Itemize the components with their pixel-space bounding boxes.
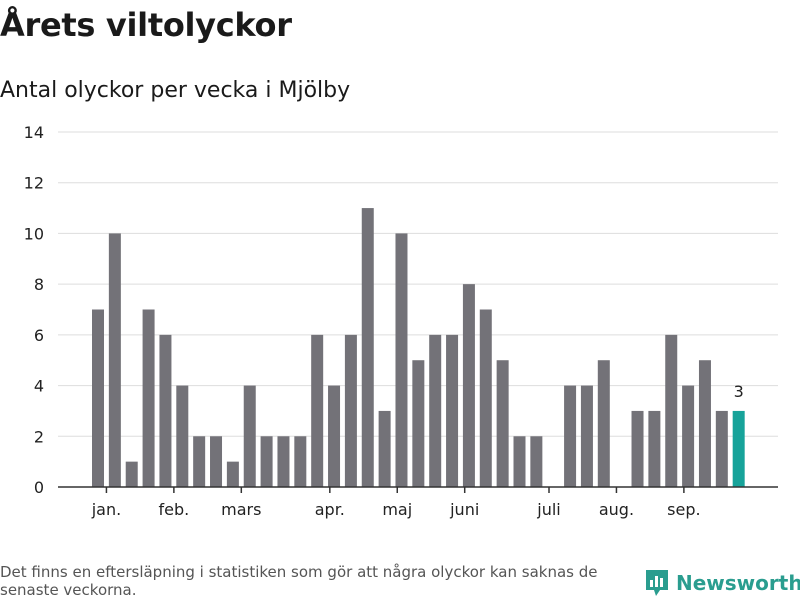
bar-week-23	[462, 284, 475, 487]
month-label: jan.	[91, 500, 121, 519]
bar-week-21	[429, 334, 442, 487]
month-label: sep.	[667, 500, 700, 519]
annotations: 3	[734, 382, 744, 401]
bar-week-7	[193, 436, 206, 487]
x-tick-label-mars: mars	[221, 500, 261, 519]
month-label: maj	[382, 500, 412, 519]
bar-week-38	[715, 410, 728, 487]
bar-week-29	[564, 385, 577, 487]
brand-name: Newsworthy	[676, 571, 800, 595]
x-tick-label-juni: juni	[449, 500, 479, 519]
y-tick-0: 0	[34, 478, 44, 497]
y-tick-4: 4	[34, 377, 44, 396]
month-label: feb.	[159, 500, 190, 519]
bar-week-30	[580, 385, 593, 487]
bar-week-35	[665, 334, 678, 487]
y-tick-label: 14	[24, 123, 44, 142]
data-label-last-week: 3	[734, 382, 744, 401]
bar-week-10	[243, 385, 256, 487]
newsworthy-logo-icon	[646, 570, 668, 596]
y-tick-14: 14	[24, 123, 44, 142]
bar-week-36	[682, 385, 695, 487]
bar-week-12	[277, 436, 290, 487]
x-axis: jan. feb. mars apr. maj juni juli aug. sep.	[58, 486, 778, 519]
bar-week-20	[412, 360, 425, 487]
bar-week-15	[328, 385, 341, 487]
bar-week-33	[631, 410, 644, 487]
y-tick-8: 8	[34, 275, 44, 294]
bar-week-6	[176, 385, 189, 487]
y-tick-2: 2	[34, 427, 44, 446]
chart-subtitle: Antal olyckor per vecka i Mjölby	[0, 78, 351, 103]
bar-week-37	[698, 360, 711, 487]
y-tick-label: 10	[24, 224, 44, 243]
bar-week-1	[92, 309, 104, 487]
y-tick-label: 8	[34, 275, 44, 294]
bar-week-13	[294, 436, 307, 487]
month-label: juli	[536, 500, 560, 519]
bar-week-22	[446, 334, 459, 487]
bar-week-2	[108, 233, 121, 487]
month-label: juni	[449, 500, 479, 519]
bar-week-34	[648, 410, 661, 487]
brand[interactable]: Newsworthy	[644, 566, 800, 600]
bar-week-19	[395, 233, 408, 487]
x-tick-label-apr.: apr.	[315, 500, 345, 519]
bar-week-3	[125, 461, 138, 487]
bar-week-27	[530, 436, 543, 487]
y-tick-label: 12	[24, 174, 44, 193]
bar-week-8	[210, 436, 223, 487]
bar-week-14	[311, 334, 324, 487]
bars	[92, 208, 745, 488]
y-tick-label: 4	[34, 377, 44, 396]
x-tick-label-jan.: jan.	[91, 500, 121, 519]
bar-week-18	[378, 410, 391, 487]
y-tick-12: 12	[24, 174, 44, 193]
month-label: apr.	[315, 500, 345, 519]
bar-week-4	[142, 309, 155, 487]
y-tick-label: 2	[34, 427, 44, 446]
y-axis: 0 2 4 6 8 10 12 14	[24, 123, 44, 497]
x-tick-label-juli: juli	[536, 500, 560, 519]
y-tick-label: 6	[34, 326, 44, 345]
bar-chart: 0 2 4 6 8 10 12 14 3 jan. feb. mars apr. maj juni jul…	[24, 123, 778, 519]
x-tick-label-sep.: sep.	[667, 500, 700, 519]
y-tick-10: 10	[24, 224, 44, 243]
bar-week-17	[361, 208, 374, 488]
month-label: aug.	[599, 500, 634, 519]
bar-week-5	[159, 334, 172, 487]
bar-week-31	[597, 360, 610, 487]
chart-title: Årets viltolyckor	[0, 6, 292, 44]
footnote: Det finns en eftersläpning i statistiken…	[0, 563, 598, 599]
bar-week-39	[732, 410, 745, 487]
bar-week-24	[479, 309, 492, 487]
bar-week-25	[496, 360, 509, 487]
x-tick-label-feb.: feb.	[159, 500, 190, 519]
month-label: mars	[221, 500, 261, 519]
bar-week-26	[513, 436, 526, 487]
bar-week-16	[344, 334, 357, 487]
x-tick-label-aug.: aug.	[599, 500, 634, 519]
bar-week-9	[226, 461, 239, 487]
y-tick-label: 0	[34, 478, 44, 497]
y-tick-6: 6	[34, 326, 44, 345]
bar-week-11	[260, 436, 273, 487]
x-tick-label-maj: maj	[382, 500, 412, 519]
